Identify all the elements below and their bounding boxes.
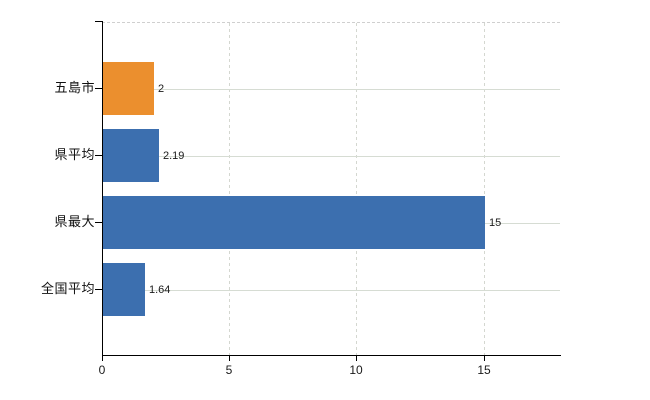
x-tick-label: 10 (349, 363, 363, 377)
h-gridline (102, 290, 560, 291)
category-label: 五島市 (54, 80, 95, 95)
chart-bar (103, 129, 159, 182)
bar-value-label: 2 (158, 83, 165, 95)
bar-value-label: 15 (489, 217, 502, 229)
x-axis-tick (356, 355, 357, 361)
x-axis-tick (484, 355, 485, 361)
category-label: 県平均 (54, 147, 95, 162)
category-label: 全国平均 (40, 281, 95, 296)
y-axis-tick (95, 289, 102, 290)
bar-value-label: 1.64 (149, 284, 171, 296)
v-gridline (229, 23, 230, 355)
y-axis-tick (95, 88, 102, 89)
chart-bar (103, 263, 145, 316)
chart-bar (103, 196, 485, 249)
y-axis (102, 21, 103, 355)
h-gridline (102, 89, 560, 90)
chart-bar (103, 62, 154, 115)
x-tick-label: 0 (98, 363, 106, 377)
x-tick-label: 15 (477, 363, 491, 377)
x-tick-label: 5 (225, 363, 233, 377)
y-axis-tick (95, 155, 102, 156)
bar-value-label: 2.19 (163, 150, 185, 162)
y-axis-top-tick (95, 21, 103, 22)
category-label: 県最大 (54, 214, 95, 229)
v-gridline (484, 23, 485, 355)
x-axis (102, 355, 561, 356)
h-gridline (102, 156, 560, 157)
plot-area: 2 2.19 15 1.64 (102, 22, 560, 355)
v-gridline (356, 23, 357, 355)
x-axis-tick (102, 355, 103, 361)
y-axis-tick (95, 222, 102, 223)
x-axis-tick (229, 355, 230, 361)
